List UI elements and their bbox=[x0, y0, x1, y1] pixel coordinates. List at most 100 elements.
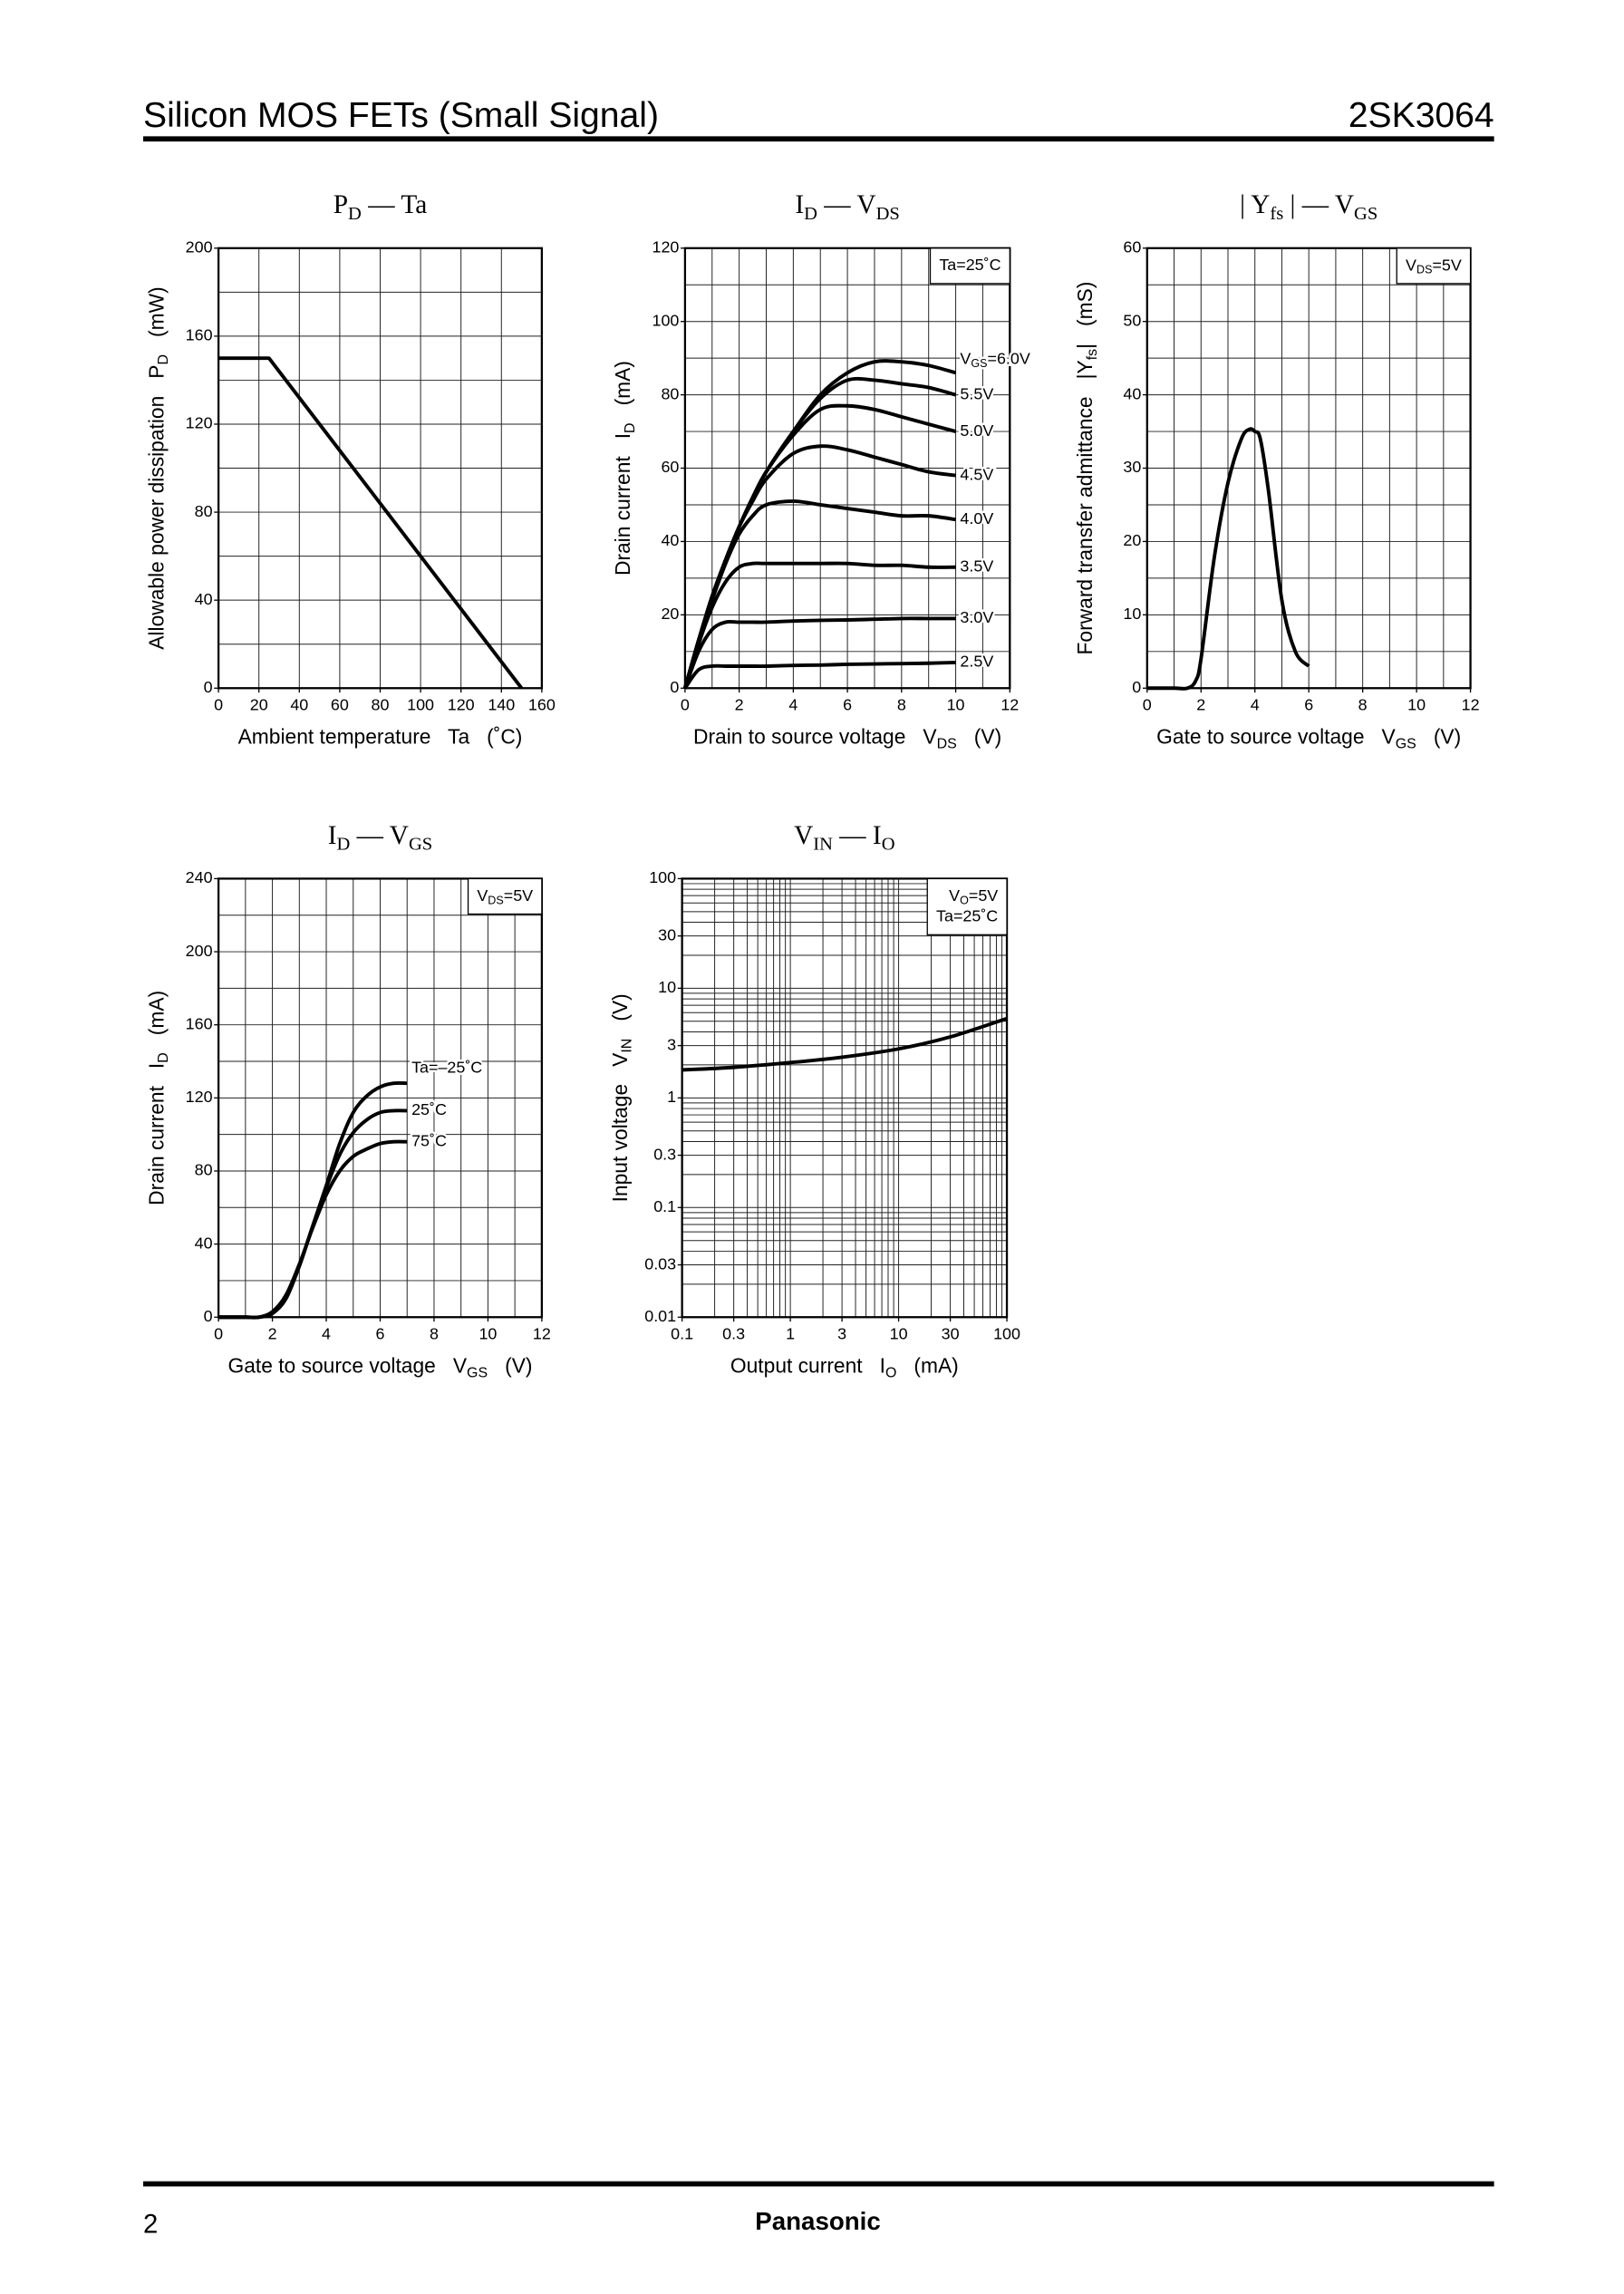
chart-title-part: — V bbox=[817, 190, 876, 219]
x-tick-label: 0 bbox=[214, 1325, 223, 1343]
y-tick-label: 40 bbox=[1123, 384, 1141, 402]
chart-title-part: | Y bbox=[1240, 190, 1270, 219]
y-tick-label: 10 bbox=[658, 978, 676, 996]
y-tick-label: 80 bbox=[661, 384, 679, 402]
y-tick-label: 60 bbox=[661, 458, 679, 476]
x-axis-label: Gate to source voltage VGS (V) bbox=[227, 1354, 532, 1381]
chart-title-part: GS bbox=[1354, 204, 1378, 224]
curve bbox=[683, 616, 956, 689]
x-tick-label: 0 bbox=[681, 696, 690, 714]
curve-label: VGS=6.0V bbox=[960, 349, 1030, 370]
annotation: VO=5V bbox=[949, 886, 998, 907]
x-axis-label-part: Gate to source voltage V bbox=[1156, 725, 1396, 749]
chart-title-part: D bbox=[804, 204, 817, 224]
x-tick-label: 8 bbox=[897, 696, 906, 714]
brand: Panasonic bbox=[755, 2207, 881, 2235]
x-tick-label: 1 bbox=[786, 1325, 795, 1343]
chart-title-part: — I bbox=[833, 821, 882, 850]
curve-label: 2.5V bbox=[960, 653, 993, 671]
y-tick-label: 20 bbox=[661, 605, 679, 623]
curve-label: 25˚C bbox=[411, 1100, 447, 1118]
y-tick-label: 20 bbox=[1123, 531, 1141, 549]
y-tick-label: 3 bbox=[667, 1035, 676, 1053]
x-tick-label: 20 bbox=[250, 696, 268, 714]
y-axis-label-part: (mW) bbox=[144, 286, 168, 354]
x-tick-label: 2 bbox=[268, 1325, 277, 1343]
header-part: 2SK3064 bbox=[1348, 96, 1494, 135]
x-tick-label: 6 bbox=[843, 696, 852, 714]
curve bbox=[683, 660, 956, 690]
y-tick-label: 0 bbox=[204, 1307, 213, 1325]
y-axis-label-part: (V) bbox=[608, 993, 632, 1038]
x-tick-label: 2 bbox=[1196, 696, 1205, 714]
y-tick-label: 0 bbox=[204, 678, 213, 696]
y-tick-label: 120 bbox=[652, 238, 679, 257]
curve-label: Ta=–25˚C bbox=[411, 1059, 482, 1077]
x-axis-label-part: (V) bbox=[488, 1354, 532, 1378]
annotation-box bbox=[1396, 247, 1472, 285]
y-axis-label-part: D bbox=[156, 354, 171, 365]
y-axis-label-part: | (mS) bbox=[1073, 282, 1097, 349]
chart-title-part: IN bbox=[813, 834, 833, 854]
annotation-part: V bbox=[1406, 256, 1416, 274]
annotation-part: DS bbox=[488, 895, 503, 907]
x-tick-label: 6 bbox=[376, 1325, 385, 1343]
annotation-part: V bbox=[477, 886, 488, 905]
chart-title-part: D bbox=[337, 834, 351, 854]
curve bbox=[683, 561, 956, 689]
curve bbox=[682, 1016, 1008, 1072]
y-axis-label: Drain current ID (mA) bbox=[611, 361, 638, 576]
curve-label: 5.0V bbox=[960, 421, 993, 440]
x-tick-label: 4 bbox=[322, 1325, 331, 1343]
x-tick-label: 12 bbox=[1000, 696, 1019, 714]
chart-title-part: D bbox=[348, 204, 362, 224]
page-number: 2 bbox=[143, 2209, 158, 2239]
chart-title: VIN — IO bbox=[794, 821, 894, 855]
y-tick-label: 50 bbox=[1123, 311, 1141, 329]
y-axis-label-part: (mA) bbox=[144, 991, 168, 1052]
annotation-box bbox=[929, 247, 1010, 285]
curve-label: 3.0V bbox=[960, 608, 993, 626]
y-axis-label-part: (mA) bbox=[611, 361, 634, 422]
y-axis-label-part: Input voltage V bbox=[608, 1052, 632, 1203]
x-tick-label: 8 bbox=[430, 1325, 439, 1343]
x-tick-label: 6 bbox=[1304, 696, 1313, 714]
curve-label: 4.0V bbox=[960, 509, 993, 528]
chart-title-part: O bbox=[882, 834, 895, 854]
x-tick-label: 80 bbox=[372, 696, 390, 714]
x-tick-label: 12 bbox=[1462, 696, 1480, 714]
x-axis-label-part: Gate to source voltage V bbox=[227, 1354, 467, 1378]
header-title: Silicon MOS FETs (Small Signal) bbox=[143, 96, 659, 135]
x-tick-label: 60 bbox=[331, 696, 349, 714]
y-tick-label: 40 bbox=[195, 1234, 213, 1252]
curve bbox=[218, 356, 524, 690]
chart-title: ID — VDS bbox=[795, 190, 899, 224]
y-axis-label-part: D bbox=[156, 1052, 171, 1063]
chart-title: ID — VGS bbox=[328, 821, 432, 855]
y-tick-label: 80 bbox=[195, 1161, 213, 1179]
x-tick-label: 140 bbox=[488, 696, 515, 714]
x-axis-label-part: Output current I bbox=[730, 1354, 885, 1378]
annotation: VDS=5V bbox=[477, 886, 533, 907]
curve-label: 75˚C bbox=[411, 1131, 447, 1149]
y-axis-label-part: Drain current I bbox=[611, 433, 634, 576]
y-tick-label: 0.1 bbox=[653, 1197, 676, 1215]
y-tick-label: 0.01 bbox=[644, 1307, 676, 1325]
y-axis-label-part: D bbox=[623, 422, 638, 433]
y-tick-label: 30 bbox=[1123, 458, 1141, 476]
annotation: VDS=5V bbox=[1406, 256, 1462, 276]
curve-label-part: =6.0V bbox=[988, 349, 1030, 367]
y-tick-label: 0 bbox=[670, 678, 679, 696]
y-tick-label: 120 bbox=[186, 1088, 213, 1106]
x-tick-label: 10 bbox=[1407, 696, 1426, 714]
y-axis-label-part: Drain current I bbox=[144, 1063, 168, 1205]
annotation-part: =5V bbox=[1432, 256, 1461, 274]
x-tick-label: 8 bbox=[1358, 696, 1368, 714]
y-tick-label: 1 bbox=[667, 1088, 676, 1106]
chart-title-part: GS bbox=[409, 834, 432, 854]
y-tick-label: 30 bbox=[658, 925, 676, 944]
chart-title-part: — Ta bbox=[362, 190, 427, 219]
x-tick-label: 2 bbox=[735, 696, 744, 714]
x-tick-label: 3 bbox=[837, 1325, 846, 1343]
